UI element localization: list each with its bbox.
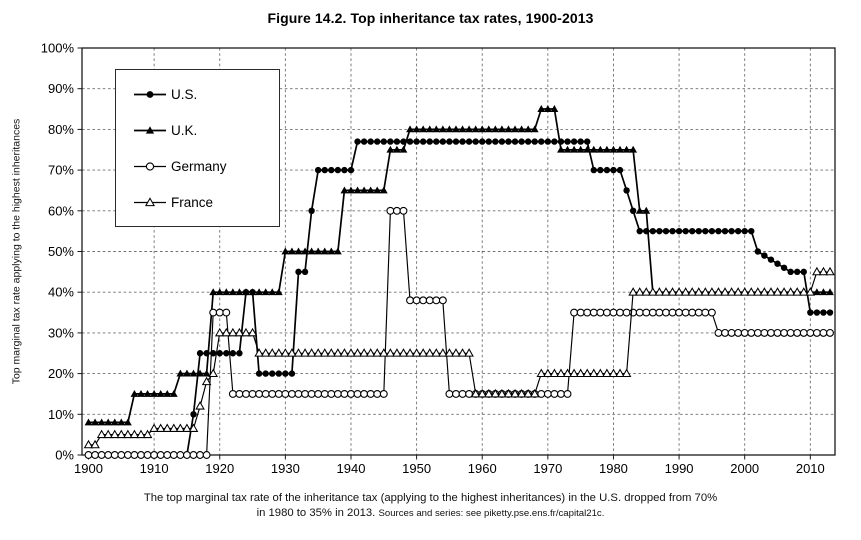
y-axis-label: Top marginal tax rate applying to the hi… xyxy=(10,118,23,385)
legend-item-france: France xyxy=(130,195,279,210)
axis-ticks xyxy=(77,47,811,460)
svg-text:100%: 100% xyxy=(41,41,75,56)
filled-circle-marker-icon xyxy=(134,91,166,98)
svg-text:1990: 1990 xyxy=(665,461,694,476)
legend-item-uk: U.K. xyxy=(130,123,279,138)
svg-text:1930: 1930 xyxy=(271,461,300,476)
series-france xyxy=(83,266,835,449)
svg-text:1970: 1970 xyxy=(533,461,562,476)
caption-line-2: in 1980 to 35% in 2013. Sources and seri… xyxy=(0,507,861,519)
caption-sources: Sources and series: see piketty.pse.ens.… xyxy=(378,508,605,519)
open-triangle-marker-icon xyxy=(134,197,166,207)
caption-line-1: The top marginal tax rate of the inherit… xyxy=(143,492,718,504)
svg-text:2000: 2000 xyxy=(730,461,759,476)
legend-label-us: U.S. xyxy=(171,86,198,102)
series-us xyxy=(85,138,834,459)
svg-text:0%: 0% xyxy=(55,448,74,463)
svg-text:10%: 10% xyxy=(48,407,74,422)
svg-text:40%: 40% xyxy=(48,285,74,300)
legend-item-us: U.S. xyxy=(130,87,279,102)
svg-text:80%: 80% xyxy=(48,122,74,137)
svg-text:70%: 70% xyxy=(48,163,74,178)
svg-text:1950: 1950 xyxy=(402,461,431,476)
filled-triangle-marker-icon xyxy=(134,126,166,134)
svg-text:1910: 1910 xyxy=(140,461,169,476)
legend-label-france: France xyxy=(171,194,214,210)
caption-line-2-text: in 1980 to 35% in 2013. xyxy=(256,507,376,519)
svg-text:2010: 2010 xyxy=(796,461,825,476)
legend-label-uk: U.K. xyxy=(171,122,198,138)
svg-text:1920: 1920 xyxy=(205,461,234,476)
series-germany xyxy=(84,206,834,459)
svg-text:1980: 1980 xyxy=(599,461,628,476)
svg-text:50%: 50% xyxy=(48,244,74,259)
svg-text:90%: 90% xyxy=(48,81,74,96)
svg-text:60%: 60% xyxy=(48,203,74,218)
open-circle-marker-icon xyxy=(134,162,166,171)
legend-item-germany: Germany xyxy=(130,159,279,174)
figure-title: Figure 14.2. Top inheritance tax rates, … xyxy=(267,10,594,26)
svg-text:20%: 20% xyxy=(48,366,74,381)
svg-text:1940: 1940 xyxy=(337,461,366,476)
svg-text:30%: 30% xyxy=(48,325,74,340)
svg-text:1960: 1960 xyxy=(468,461,497,476)
legend-box: U.S. U.K. Germany France xyxy=(115,69,280,227)
svg-text:1900: 1900 xyxy=(74,461,103,476)
y-axis-tick-labels: 0% 10% 20% 30% 40% 50% 60% 70% 80% 90% 100% xyxy=(41,41,75,463)
legend-label-germany: Germany xyxy=(171,158,227,174)
x-axis-tick-labels: 1900 1910 1920 1930 1940 1950 1960 1970 1980 1990… xyxy=(74,461,825,476)
